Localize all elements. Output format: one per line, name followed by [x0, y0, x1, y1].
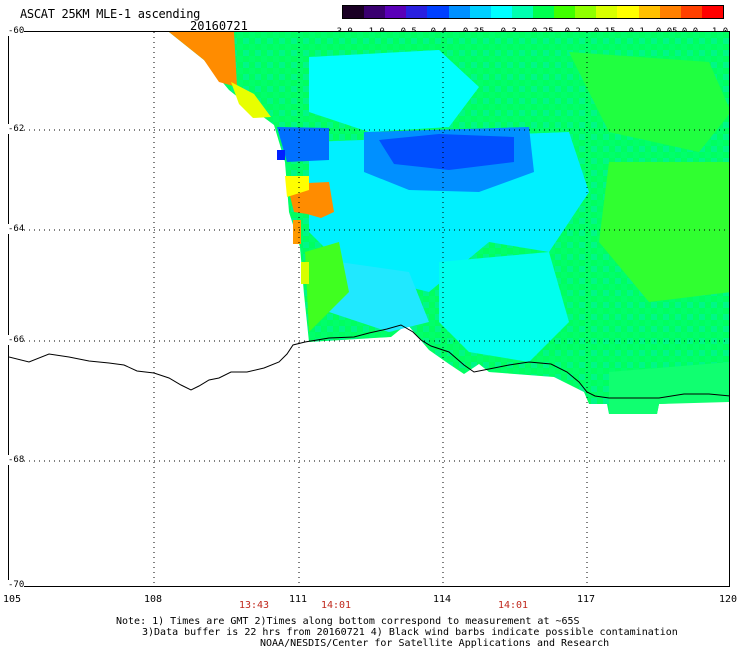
- product-date: 20160721: [190, 19, 248, 33]
- colorbar-swatch: [511, 6, 533, 18]
- lat-label: -68: [8, 455, 25, 465]
- colorbar-swatch: [659, 6, 681, 18]
- wind-field-map: [9, 32, 729, 586]
- pass-time-label: 13:43: [238, 600, 270, 611]
- colorbar-swatch: [680, 6, 702, 18]
- lat-label: -62: [8, 124, 25, 134]
- colorbar-swatch: [617, 6, 639, 18]
- colorbar-swatch: [448, 6, 470, 18]
- lon-label: 117: [576, 594, 596, 605]
- colorbar-swatch: [575, 6, 597, 18]
- colorbar-swatch: [596, 6, 618, 18]
- green-patch-west: [305, 242, 349, 332]
- colorbar-swatch: [554, 6, 576, 18]
- orange-cell-coast: [293, 220, 301, 244]
- cyan-region-north: [309, 50, 479, 132]
- blue-core-cell: [277, 150, 285, 160]
- green-patch-east: [599, 162, 729, 302]
- lon-label: 114: [432, 594, 452, 605]
- cyan-region-southwest: [329, 262, 429, 332]
- yellow-patch-coast: [285, 176, 309, 197]
- colorbar-swatch: [701, 6, 723, 18]
- green-patch-northeast: [569, 52, 729, 152]
- colorbar-swatch: [406, 6, 428, 18]
- colorbar-swatch: [364, 6, 386, 18]
- gridlines: [9, 32, 729, 586]
- lon-label: 120: [718, 594, 738, 605]
- yellow-cell-coast: [301, 262, 309, 284]
- green-patch-south: [609, 362, 729, 414]
- blue-core-west: [277, 127, 329, 162]
- orange-patch-north: [169, 32, 237, 87]
- lon-label: 111: [288, 594, 308, 605]
- cyan-region-east: [439, 252, 569, 362]
- note-credit: NOAA/NESDIS/Center for Satellite Applica…: [260, 638, 610, 649]
- colorbar: [342, 5, 724, 19]
- colorbar-swatch: [638, 6, 660, 18]
- product-title: ASCAT 25KM MLE-1 ascending: [20, 7, 201, 21]
- colorbar-swatch: [469, 6, 491, 18]
- colorbar-swatch: [343, 6, 365, 18]
- lat-label: -66: [8, 335, 25, 345]
- lat-label: -64: [8, 224, 25, 234]
- colorbar-swatch: [385, 6, 407, 18]
- coastline: [9, 324, 729, 399]
- lon-label: 105: [2, 594, 22, 605]
- note-line-2: 3)Data buffer is 22 hrs from 20160721 4)…: [142, 627, 678, 638]
- colorbar-swatch: [532, 6, 555, 18]
- yellow-patch-north: [231, 82, 271, 118]
- map-plot: [8, 31, 730, 587]
- colorbar-swatch: [427, 6, 449, 18]
- lat-label: -60: [8, 26, 25, 36]
- pass-time-label: 14:01: [497, 600, 529, 611]
- pass-time-label: 14:01: [320, 600, 352, 611]
- lon-label: 108: [143, 594, 163, 605]
- blue-core-inner: [379, 134, 514, 170]
- note-line-1: Note: 1) Times are GMT 2)Times along bot…: [116, 616, 580, 627]
- lat-label: -70: [8, 580, 25, 590]
- colorbar-swatch: [490, 6, 512, 18]
